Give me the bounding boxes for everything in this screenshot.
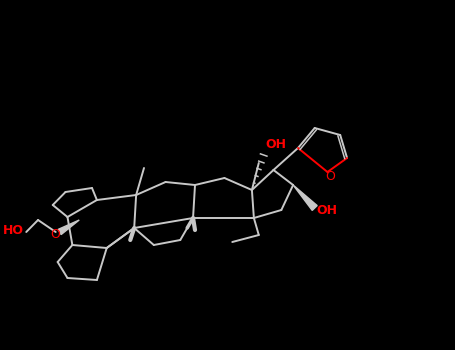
Text: O: O xyxy=(325,170,335,183)
Polygon shape xyxy=(58,220,79,235)
Text: HO: HO xyxy=(3,224,24,238)
Text: OH: OH xyxy=(317,203,338,217)
Polygon shape xyxy=(293,185,317,210)
Text: OH: OH xyxy=(266,138,287,151)
Text: O: O xyxy=(50,228,60,240)
